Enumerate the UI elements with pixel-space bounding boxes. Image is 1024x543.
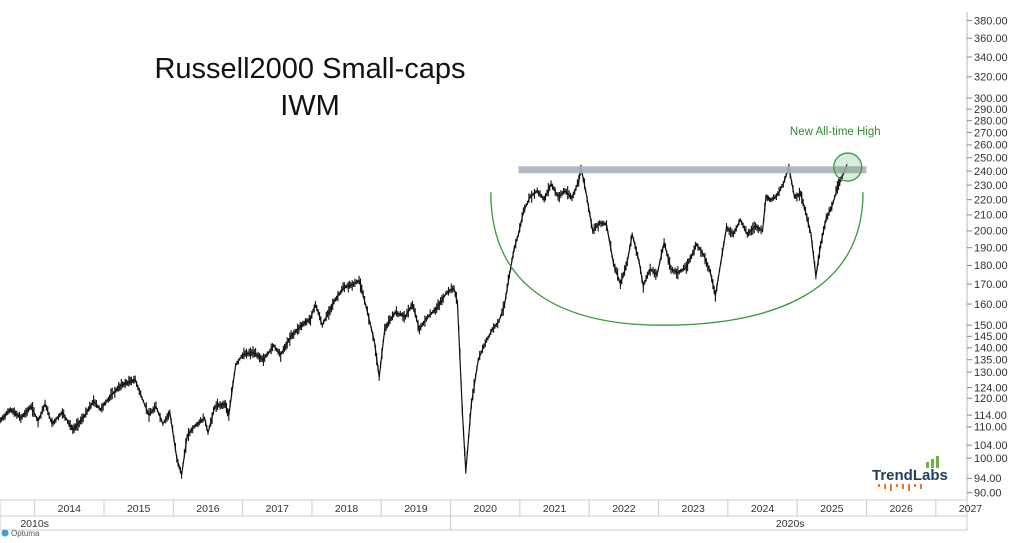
y-tick-label: 180.00 (974, 260, 1008, 272)
y-tick-label: 240.00 (974, 166, 1008, 178)
x-year-label: 2015 (127, 503, 151, 515)
y-tick-label: 100.00 (974, 453, 1008, 465)
annotation-label: New All-time High (790, 126, 881, 138)
logo-underbar (920, 484, 922, 489)
y-tick-label: 140.00 (974, 343, 1008, 355)
x-year-label: 2025 (820, 503, 844, 515)
logo-underbar (890, 484, 892, 491)
y-tick-label: 120.00 (974, 393, 1008, 405)
x-axis: 2014 2015 2016 2017 2018 2019 2020 2021 2022 2023… (20, 500, 982, 530)
y-tick-label: 220.00 (974, 194, 1008, 206)
y-tick-label: 340.00 (974, 52, 1008, 64)
x-year-label: 2019 (404, 503, 428, 515)
y-tick-label: 150.00 (974, 320, 1008, 332)
y-tick-label: 200.00 (974, 226, 1008, 238)
logo-underbar (884, 484, 886, 489)
y-tick-label: 124.00 (974, 382, 1008, 394)
price-series-line (0, 164, 848, 476)
optuma-badge: Optuma (1, 529, 40, 538)
y-tick-label: 170.00 (974, 279, 1008, 291)
x-year-label: 2017 (266, 503, 290, 515)
trendlabs-logo: TrendLabs (872, 456, 948, 491)
all-time-high-circle (833, 152, 863, 182)
logo-bar (931, 459, 934, 468)
logo-underbar (878, 484, 880, 487)
rounded-base-arc (490, 192, 864, 326)
y-tick-label: 94.00 (974, 473, 1002, 485)
y-tick-label: 230.00 (974, 180, 1008, 192)
x-year-label: 2022 (612, 503, 636, 515)
x-year-label: 2027 (959, 503, 983, 515)
y-tick-label: 114.00 (974, 410, 1007, 422)
y-tick-label: 135.00 (974, 355, 1008, 367)
y-tick-label: 320.00 (974, 72, 1008, 84)
x-year-label: 2021 (543, 503, 567, 515)
y-tick-label: 160.00 (974, 299, 1008, 311)
logo-bars-icon (878, 456, 939, 491)
x-year-label: 2026 (889, 503, 913, 515)
y-tick-label: 260.00 (974, 140, 1008, 152)
plot-layer (0, 163, 848, 479)
x-axis-decade-band (0, 515, 968, 531)
x-year-label: 2020 (474, 503, 498, 515)
logo-underbar (914, 484, 916, 487)
y-tick-label: 90.00 (974, 487, 1002, 499)
y-tick-label: 104.00 (974, 440, 1008, 452)
logo-bar (936, 456, 939, 468)
logo-underbar (908, 484, 910, 491)
chart-title: Russell2000 Small-caps (154, 53, 465, 85)
optuma-icon (1, 529, 9, 537)
x-decade-label: 2020s (776, 518, 805, 530)
y-tick-label: 280.00 (974, 115, 1008, 127)
x-year-label: 2024 (751, 503, 775, 515)
logo-text: TrendLabs (872, 467, 948, 484)
logo-bar (926, 462, 929, 468)
x-year-label: 2023 (682, 503, 706, 515)
y-tick-label: 210.00 (974, 210, 1008, 222)
y-tick-label: 130.00 (974, 367, 1008, 379)
y-tick-label: 360.00 (974, 33, 1008, 45)
y-tick-label: 250.00 (974, 153, 1008, 165)
y-tick-label: 270.00 (974, 127, 1008, 139)
x-year-label: 2018 (335, 503, 359, 515)
y-tick-label: 290.00 (974, 104, 1008, 116)
chart-subtitle: IWM (280, 90, 340, 122)
x-year-label: 2014 (58, 503, 82, 515)
y-tick-label: 300.00 (974, 93, 1008, 105)
optuma-label: Optuma (11, 529, 40, 538)
x-decade-label: 2010s (20, 518, 49, 530)
y-tick-label: 380.00 (974, 15, 1008, 27)
x-year-label: 2016 (196, 503, 220, 515)
shape-layer (490, 166, 867, 326)
logo-underbar (896, 484, 898, 487)
logo-underbar (902, 484, 904, 489)
annotation-layer: New All-time High (790, 126, 881, 182)
y-tick-label: 145.00 (974, 331, 1008, 343)
y-tick-label: 110.00 (974, 422, 1007, 434)
y-tick-label: 190.00 (974, 243, 1008, 255)
